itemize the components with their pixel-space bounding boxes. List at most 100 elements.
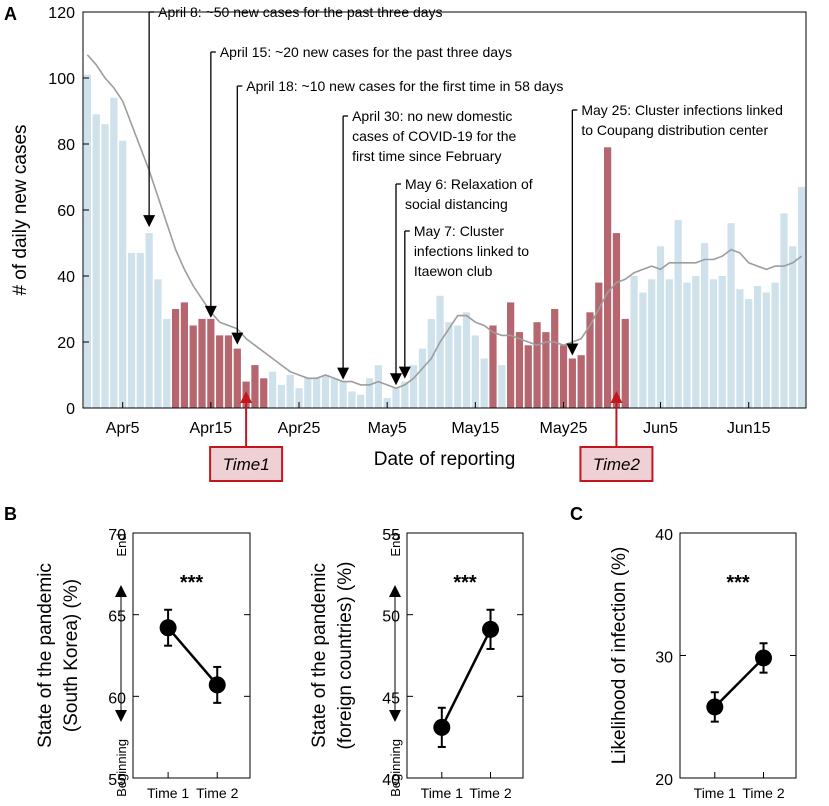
y-tick-label: 40 — [382, 772, 400, 789]
bar — [665, 279, 673, 408]
beginning-label: Beginning — [388, 739, 403, 797]
time-marker-arrowhead — [240, 391, 253, 403]
annotation-arrowhead — [231, 332, 244, 345]
y-tick-label: 60 — [57, 203, 75, 220]
y-axis-title: State of the pandemic — [35, 563, 56, 748]
panel-a-label: A — [4, 4, 17, 24]
bar — [251, 365, 259, 408]
bar — [154, 279, 162, 408]
bar — [410, 365, 418, 408]
annotation-text: social distancing — [405, 196, 508, 212]
bar — [445, 322, 453, 408]
scale-arrowhead-down — [115, 710, 127, 722]
annotation-text: May 7: Cluster — [414, 223, 505, 239]
annotation-text: cases of COVID-19 for the — [352, 128, 516, 144]
x-tick-label: Apr25 — [278, 420, 321, 437]
bar — [295, 388, 303, 408]
bar — [119, 140, 127, 408]
y-tick-label: 120 — [48, 5, 75, 22]
x-axis-title: Date of reporting — [374, 449, 516, 470]
bar — [401, 381, 409, 408]
y-tick-label: 20 — [57, 335, 75, 352]
panel-b-label: B — [4, 504, 17, 524]
data-point — [755, 649, 773, 667]
mean-line — [440, 628, 492, 728]
bar — [260, 378, 268, 408]
y-axis-title: (South Korea) (%) — [61, 579, 82, 732]
bar — [789, 246, 797, 408]
bar — [489, 325, 497, 408]
bar — [568, 358, 576, 408]
y-tick-label: 45 — [382, 690, 400, 707]
bar — [233, 348, 241, 408]
mean-line — [167, 626, 219, 686]
bar — [357, 394, 365, 408]
annotation-arrowhead — [390, 373, 403, 386]
bar — [586, 312, 594, 408]
bar — [136, 252, 144, 408]
y-tick-label: 55 — [108, 772, 126, 789]
y-axis-title: (foreign countries) (%) — [335, 562, 356, 750]
bar — [189, 325, 197, 408]
x-tick-label: Time 2 — [469, 785, 511, 801]
bar — [559, 345, 568, 408]
x-tick-label: Time 1 — [421, 785, 463, 801]
bar — [797, 186, 806, 408]
time-marker-label: Time2 — [593, 455, 641, 474]
scale-arrowhead-down — [389, 710, 401, 722]
panel-c-label: C — [570, 504, 583, 524]
annotation-arrowhead — [337, 367, 350, 380]
bar — [171, 309, 180, 408]
bar — [630, 276, 638, 408]
bar — [551, 309, 559, 408]
bar — [145, 233, 153, 408]
annotation-arrowhead — [398, 366, 411, 379]
annotation-text: to Coupang distribution center — [581, 122, 768, 138]
x-tick-label: Apr5 — [106, 420, 140, 437]
y-tick-label: 65 — [108, 609, 126, 626]
annotation-arrowhead — [204, 305, 217, 318]
y-tick-label: 0 — [66, 401, 75, 418]
significance-stars: *** — [726, 572, 750, 594]
y-axis-title: # of daily new cases — [10, 124, 31, 295]
bar — [727, 223, 735, 408]
y-axis-title: Likelihood of infection (%) — [609, 547, 630, 765]
bar — [198, 318, 206, 408]
bar — [656, 246, 665, 408]
scale-arrowhead-up — [115, 585, 127, 597]
bar — [700, 243, 709, 408]
bar — [436, 295, 444, 408]
bar — [427, 318, 435, 408]
y-tick-label: 55 — [382, 527, 400, 544]
bar — [330, 378, 338, 408]
y-tick-label: 30 — [655, 650, 673, 667]
y-tick-label: 100 — [48, 71, 75, 88]
bar — [127, 252, 136, 408]
bar — [683, 282, 691, 408]
bar — [471, 335, 479, 408]
end-label: End — [114, 533, 129, 556]
bar — [507, 302, 515, 408]
bar — [533, 322, 541, 408]
bar — [595, 282, 603, 408]
bar — [268, 371, 277, 408]
y-tick-label: 40 — [655, 527, 673, 544]
bar — [92, 114, 100, 409]
y-tick-label: 60 — [108, 690, 126, 707]
bar — [374, 365, 382, 408]
bar — [542, 332, 550, 408]
x-tick-label: Time 2 — [742, 785, 784, 801]
bar — [771, 282, 779, 408]
bar — [207, 318, 215, 408]
moving-average-line — [86, 54, 803, 390]
plot-frame — [679, 532, 797, 779]
bar — [163, 318, 171, 408]
mean-line — [713, 657, 765, 708]
data-point — [208, 676, 226, 694]
bar — [462, 312, 471, 408]
x-tick-label: Time 1 — [694, 785, 736, 801]
bar — [648, 279, 656, 408]
bar — [577, 355, 585, 408]
scale-arrowhead-up — [389, 585, 401, 597]
